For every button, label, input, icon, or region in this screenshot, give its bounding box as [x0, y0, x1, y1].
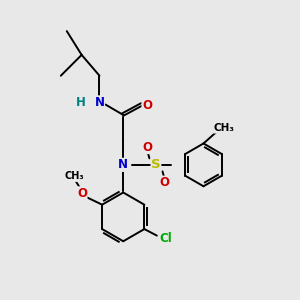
Text: CH₃: CH₃	[214, 123, 235, 133]
Text: O: O	[142, 99, 152, 112]
Text: Cl: Cl	[159, 232, 172, 245]
Text: CH₃: CH₃	[64, 172, 84, 182]
Text: O: O	[142, 140, 152, 154]
Text: H: H	[76, 96, 86, 109]
Text: N: N	[118, 158, 128, 171]
Text: S: S	[151, 158, 161, 171]
Text: N: N	[94, 96, 104, 109]
Text: O: O	[77, 187, 87, 200]
Text: O: O	[160, 176, 170, 189]
